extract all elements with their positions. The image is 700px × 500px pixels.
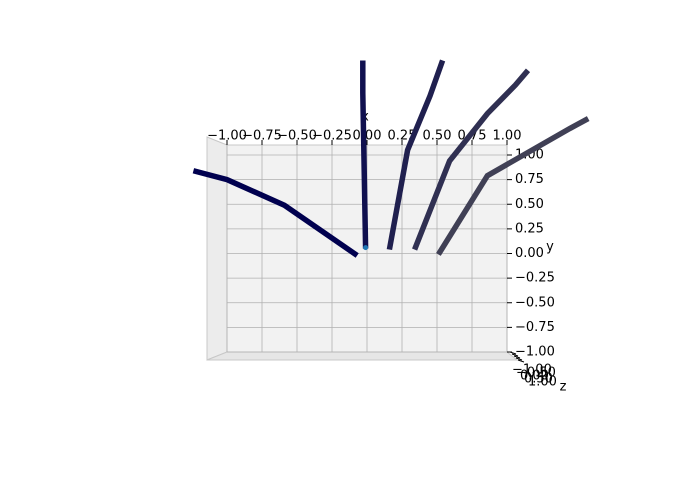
x-tick-label: −1.00 [207, 129, 247, 144]
line [412, 68, 531, 251]
line [192, 168, 359, 258]
z-tick [509, 351, 517, 355]
z-tick [511, 353, 519, 357]
z-axis-label: z [560, 380, 567, 395]
y-tick-label: −1.00 [515, 345, 555, 360]
y-tick-label: −0.75 [515, 320, 555, 335]
x-tick-label: −0.75 [242, 129, 282, 144]
x-tick-label: 0.50 [423, 129, 452, 144]
z-tick-label: 0.00 [520, 369, 549, 384]
bottom-pane [206, 351, 519, 361]
x-tick-label: 0.00 [353, 129, 382, 144]
y-axis-label: y [546, 240, 554, 255]
side-pane [206, 136, 228, 361]
x-tick-label: −0.50 [277, 129, 317, 144]
line [436, 116, 590, 256]
x-tick-label: −0.25 [312, 129, 352, 144]
y-tick-label: −0.50 [515, 295, 555, 310]
y-tick-label: 0.25 [515, 221, 544, 236]
z-tick [513, 355, 521, 359]
line [386, 59, 446, 251]
z-tick [515, 357, 523, 361]
y-tick-label: 0.50 [515, 197, 544, 212]
y-tick-label: 0.00 [515, 246, 544, 261]
z-tick-label: −0.50 [516, 366, 556, 381]
z-tick-label: −1.00 [512, 363, 552, 378]
line [360, 60, 369, 249]
y-tick-label: −0.25 [515, 271, 555, 286]
z-tick-label: 0.50 [524, 372, 553, 387]
z-tick-label: 1.00 [528, 375, 557, 390]
point [363, 245, 369, 251]
x-tick-label: 1.00 [493, 129, 522, 144]
y-tick-label: 0.75 [515, 172, 544, 187]
z-tick [517, 359, 525, 363]
